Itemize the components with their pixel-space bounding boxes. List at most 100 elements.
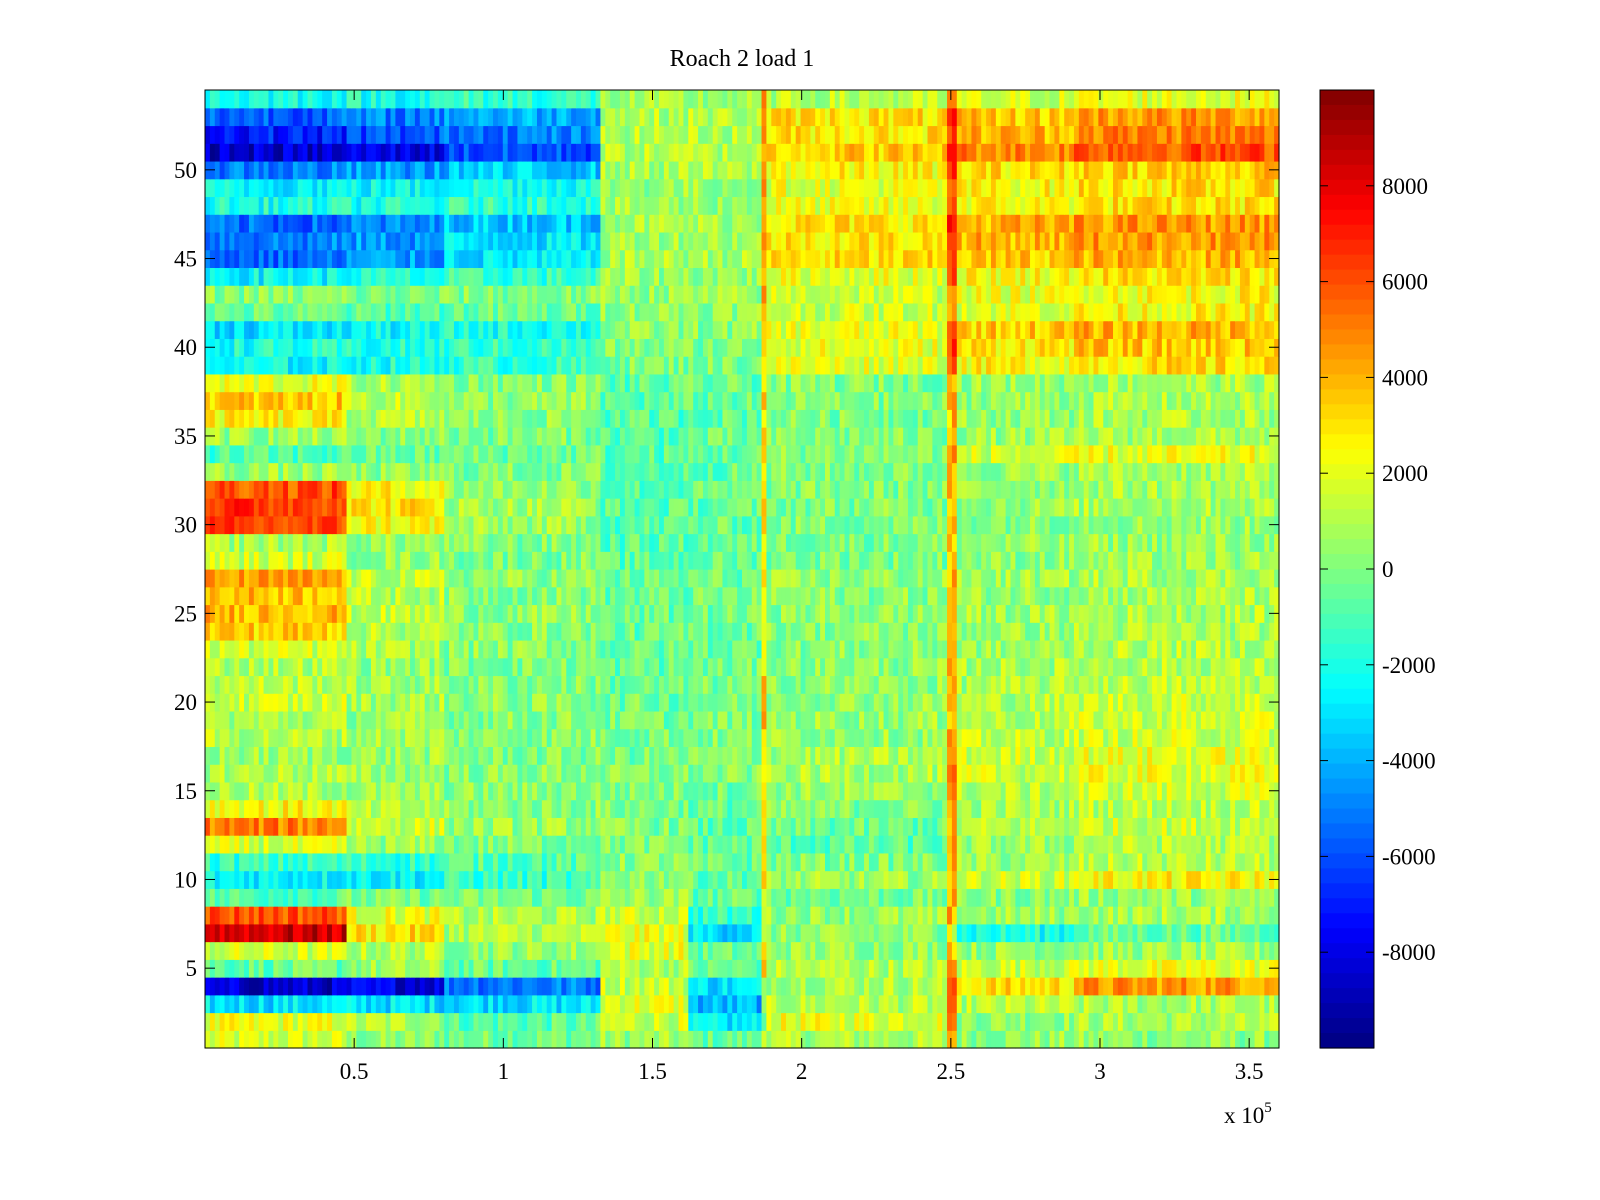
heatmap-cell (546, 835, 553, 854)
heatmap-cell (644, 835, 650, 854)
heatmap-cell (453, 781, 460, 801)
heatmap-cell (297, 817, 304, 836)
heatmap-cell (683, 675, 689, 694)
heatmap-cell (224, 852, 231, 872)
heatmap-cell (405, 693, 411, 712)
heatmap-cell (1044, 817, 1051, 836)
heatmap-cell (268, 1012, 274, 1031)
heatmap-cell (868, 994, 875, 1014)
heatmap-cell (781, 746, 787, 765)
heatmap-cell (556, 959, 562, 978)
heatmap-cell (1191, 764, 1197, 783)
heatmap-cell (966, 693, 973, 712)
heatmap-cell (541, 906, 548, 925)
heatmap-cell (327, 657, 333, 677)
heatmap-cell (258, 923, 265, 943)
heatmap-cell (395, 835, 401, 854)
heatmap-cell (659, 728, 665, 748)
heatmap-cell (331, 764, 338, 783)
heatmap-cell (947, 817, 953, 836)
heatmap-cell (273, 799, 279, 818)
heatmap-cell (571, 923, 577, 943)
heatmap-cell (287, 675, 294, 694)
heatmap-cell (893, 994, 899, 1014)
heatmap-cell (898, 817, 904, 836)
heatmap-cell (839, 639, 846, 659)
heatmap-cell (287, 799, 294, 818)
heatmap-cell (283, 959, 289, 978)
heatmap-cell (541, 977, 548, 996)
heatmap-cell (1025, 835, 1031, 854)
heatmap-cell (424, 675, 431, 694)
heatmap-cell (1034, 817, 1041, 836)
heatmap-cell (1054, 817, 1060, 836)
heatmap-cell (820, 1030, 826, 1049)
heatmap-cell (346, 888, 353, 907)
heatmap-cell (1064, 906, 1070, 925)
heatmap-cell (1239, 657, 1246, 677)
heatmap-cell (561, 888, 567, 907)
heatmap-cell (1161, 923, 1168, 943)
heatmap-cell (961, 1030, 968, 1049)
heatmap-cell (1147, 764, 1153, 783)
heatmap-cell (507, 746, 514, 765)
heatmap-cell (951, 693, 958, 712)
heatmap-cell (1054, 923, 1060, 943)
heatmap-cell (346, 746, 353, 765)
heatmap-cell (1078, 746, 1085, 765)
heatmap-cell (258, 799, 265, 818)
heatmap-cell (1078, 710, 1085, 730)
heatmap-cell (424, 746, 431, 765)
heatmap-cell (1210, 728, 1217, 748)
heatmap-cell (253, 693, 260, 712)
heatmap-cell (1244, 799, 1251, 818)
heatmap-cell (732, 657, 738, 677)
heatmap-cell (605, 781, 611, 801)
heatmap-cell (776, 710, 782, 730)
heatmap-cell (600, 639, 606, 659)
heatmap-cell (981, 710, 987, 730)
heatmap-cell (1122, 994, 1129, 1014)
heatmap-cell (414, 728, 421, 748)
heatmap-cell (707, 977, 714, 996)
heatmap-cell (605, 710, 611, 730)
heatmap-cell (248, 746, 255, 765)
heatmap-cell (1034, 693, 1041, 712)
heatmap-cell (244, 852, 250, 872)
heatmap-cell (356, 728, 362, 748)
heatmap-cell (956, 693, 963, 712)
heatmap-cell (986, 764, 992, 783)
heatmap-cell (483, 959, 489, 978)
heatmap-cell (229, 888, 235, 907)
heatmap-cell (976, 693, 982, 712)
heatmap-cell (1181, 1012, 1187, 1031)
heatmap-cell (1152, 1012, 1158, 1031)
heatmap-cell (673, 835, 680, 854)
heatmap-cell (502, 728, 509, 748)
heatmap-cell (263, 906, 270, 925)
heatmap-cell (512, 710, 519, 730)
heatmap-cell (312, 781, 318, 801)
heatmap-cell (346, 835, 353, 854)
heatmap-cell (771, 923, 777, 943)
heatmap-cell (405, 888, 411, 907)
heatmap-cell (761, 781, 768, 801)
heatmap-cell (873, 977, 880, 996)
heatmap-cell (742, 835, 748, 854)
heatmap-cell (1259, 852, 1265, 872)
heatmap-cell (644, 870, 650, 889)
heatmap-cell (912, 817, 919, 836)
heatmap-cell (917, 977, 924, 996)
heatmap-cell (541, 817, 548, 836)
heatmap-cell (532, 639, 538, 659)
heatmap-cell (771, 959, 777, 978)
heatmap-cell (1113, 941, 1119, 960)
heatmap-cell (302, 1030, 309, 1049)
heatmap-cell (995, 959, 1002, 978)
heatmap-cell (1122, 728, 1129, 748)
heatmap-cell (253, 817, 260, 836)
heatmap-cell (907, 746, 914, 765)
heatmap-cell (449, 870, 455, 889)
heatmap-cell (532, 923, 538, 943)
heatmap-cell (732, 870, 738, 889)
